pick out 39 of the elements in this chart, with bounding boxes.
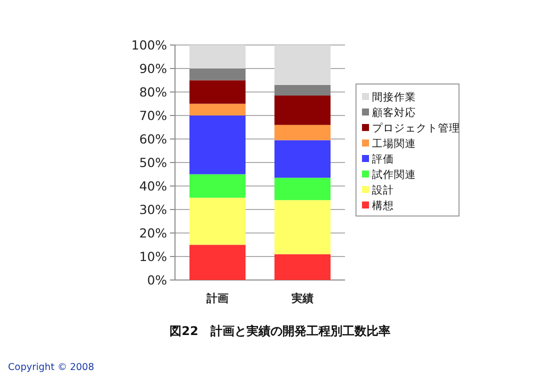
y-tick-label: 90% [139, 61, 168, 76]
legend-label: 評価 [372, 152, 394, 166]
legend-label: 構想 [372, 199, 394, 212]
bar [274, 124, 331, 140]
x-tick-label: 計画 [206, 292, 228, 305]
bar [274, 200, 331, 254]
text: 図22 計画と実績の開発工程別工数比率 [170, 324, 390, 338]
y-tick-label: 80% [139, 84, 168, 100]
bar [274, 178, 331, 200]
bar [274, 96, 331, 125]
bar [274, 84, 331, 96]
legend-label: 試作関連 [372, 168, 416, 181]
y-tick-label: 50% [139, 155, 168, 170]
bar [189, 68, 246, 80]
y-tick-label: 30% [139, 202, 168, 217]
legend-label: プロジェクト管理 [372, 122, 460, 134]
legend-label: 工場関連 [372, 137, 416, 150]
bar [189, 244, 246, 280]
y-tick-label: 20% [139, 226, 168, 240]
legend-label: 設計 [372, 184, 394, 196]
y-tick-label: 60% [139, 132, 168, 146]
bar [189, 198, 246, 245]
bar [274, 45, 331, 85]
y-tick-label: 70% [139, 108, 168, 123]
bar [274, 254, 331, 280]
legend-label: 間接作業 [372, 90, 416, 104]
y-tick-label: 40% [139, 178, 168, 194]
legend-label: 顧客対応 [372, 106, 416, 119]
x-tick-label: 実績 [290, 292, 314, 305]
bar [189, 104, 246, 116]
bar [189, 174, 246, 198]
bar [189, 116, 246, 174]
y-tick-label: 100% [131, 38, 168, 52]
y-tick-label: 0% [147, 272, 168, 288]
text: Copyright © 2008 [8, 362, 94, 373]
bar [189, 45, 246, 68]
bar [189, 80, 246, 104]
y-tick-label: 10% [139, 249, 168, 264]
bar [274, 140, 331, 178]
